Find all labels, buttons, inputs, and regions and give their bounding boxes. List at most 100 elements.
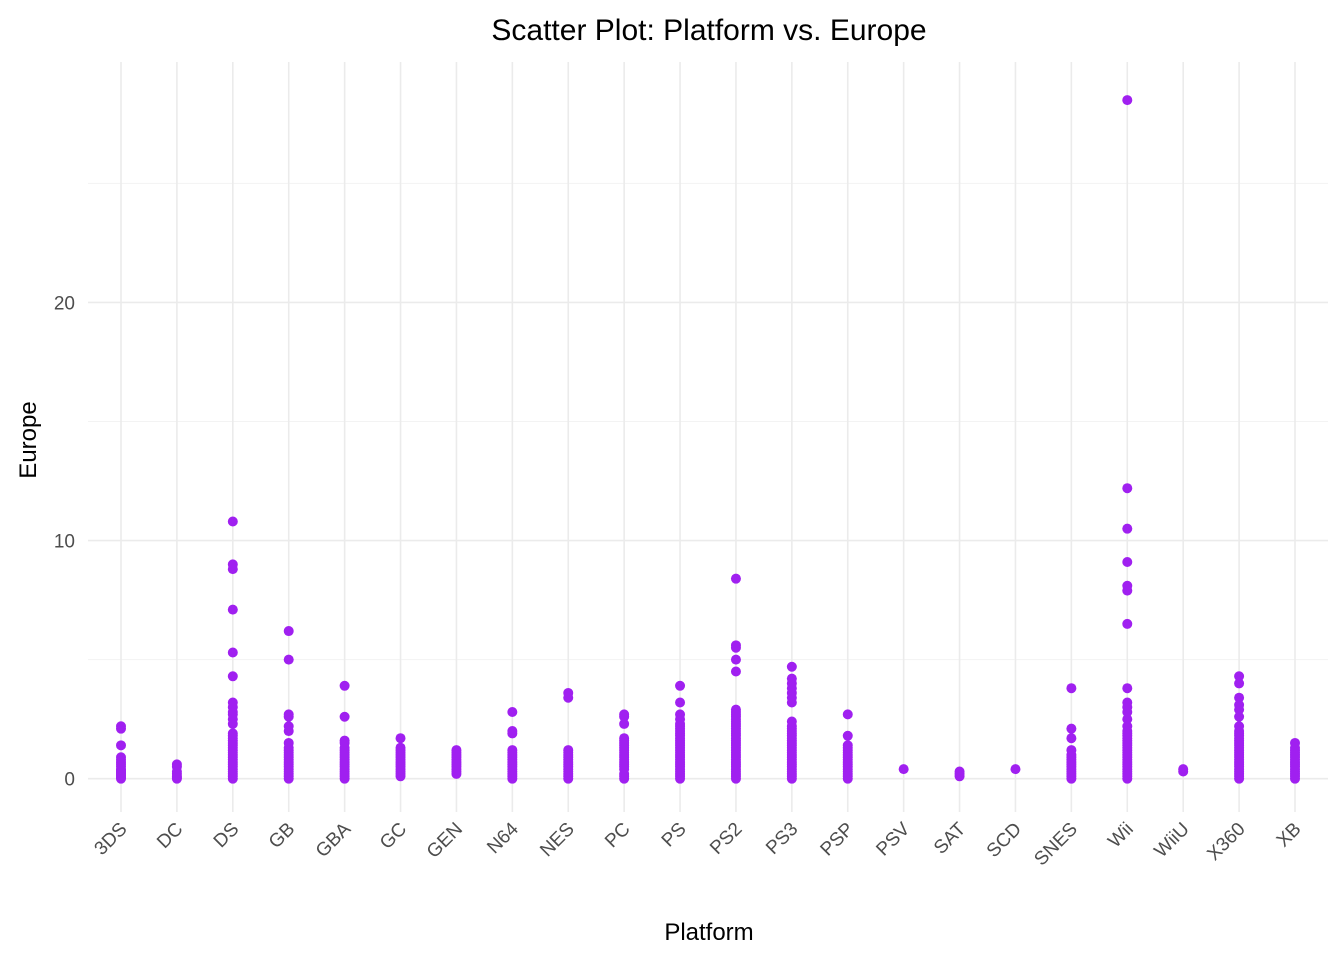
x-tick-label: PS2	[706, 819, 746, 859]
data-point	[842, 709, 853, 720]
data-point	[283, 626, 294, 637]
data-point	[730, 640, 741, 651]
y-axis-tick-labels: 0 10 20	[54, 293, 75, 790]
data-point	[507, 745, 518, 756]
data-point	[619, 733, 630, 744]
data-point	[227, 559, 238, 570]
x-tick-label: Wii	[1104, 819, 1138, 853]
data-point	[1234, 671, 1245, 682]
data-point	[1122, 523, 1133, 534]
data-point	[730, 704, 741, 715]
data-point	[1122, 714, 1133, 725]
x-axis-tick-labels: 3DS DC DS GB GBA GC GEN N64 NES PC PS PS2 PS3 PSP PSV S…	[91, 818, 1306, 870]
data-point	[1122, 557, 1133, 567]
data-point	[451, 745, 462, 756]
x-tick-label: 3DS	[91, 819, 132, 860]
x-tick-label: SAT	[930, 818, 970, 858]
data-point	[786, 661, 797, 672]
data-point	[1234, 678, 1245, 689]
data-point	[1178, 764, 1189, 775]
y-tick-label: 20	[54, 293, 75, 314]
data-point	[1066, 723, 1077, 734]
data-point	[1122, 95, 1133, 106]
x-tick-label: PS	[658, 819, 691, 852]
data-points	[116, 95, 1300, 784]
data-point	[227, 671, 238, 682]
x-tick-label: DS	[210, 819, 244, 853]
chart-title: Scatter Plot: Platform vs. Europe	[491, 14, 926, 47]
data-point	[227, 728, 238, 739]
x-tick-label: PSV	[872, 818, 914, 860]
x-tick-label: NES	[536, 819, 578, 861]
data-point	[339, 711, 350, 722]
data-point	[227, 647, 238, 658]
data-point	[619, 718, 630, 729]
data-point	[283, 737, 294, 748]
data-point	[339, 735, 350, 746]
data-point	[395, 742, 406, 753]
x-tick-label: N64	[483, 818, 523, 858]
data-point	[786, 673, 797, 684]
x-tick-label: GC	[376, 819, 411, 854]
x-tick-label: PSP	[817, 819, 859, 861]
data-point	[116, 752, 126, 763]
y-axis-title: Europe	[15, 401, 42, 478]
data-point	[842, 740, 853, 751]
x-axis-title: Platform	[664, 919, 753, 946]
data-point	[675, 680, 686, 691]
data-point	[1122, 618, 1133, 629]
x-tick-label: PS3	[762, 819, 802, 859]
data-point	[227, 516, 238, 527]
data-point	[954, 766, 965, 777]
data-point	[675, 697, 686, 708]
x-tick-label: GB	[265, 819, 299, 853]
data-point	[1122, 697, 1133, 708]
data-point	[619, 709, 630, 720]
data-point	[283, 721, 294, 732]
data-point	[675, 709, 686, 720]
data-point	[227, 697, 238, 708]
x-tick-label: SNES	[1030, 819, 1081, 870]
x-tick-label: XB	[1273, 819, 1306, 852]
data-point	[1234, 711, 1245, 722]
data-point	[1234, 721, 1245, 732]
data-point	[1122, 721, 1133, 732]
data-point	[786, 716, 797, 727]
data-point	[563, 745, 574, 756]
x-tick-label: GEN	[423, 819, 467, 863]
data-point	[1010, 764, 1021, 775]
data-point	[507, 707, 518, 717]
x-tick-label: SCD	[983, 819, 1026, 862]
data-point	[1234, 692, 1245, 703]
data-point	[1066, 733, 1077, 744]
data-point	[842, 730, 853, 741]
x-tick-label: DC	[153, 819, 187, 853]
data-point	[563, 687, 574, 698]
data-point	[898, 764, 909, 775]
data-point	[171, 759, 182, 770]
x-tick-label: GBA	[312, 818, 355, 861]
data-point	[116, 721, 126, 732]
data-point	[730, 573, 741, 584]
data-point	[227, 604, 238, 615]
data-point	[730, 654, 741, 665]
data-point	[1066, 745, 1077, 756]
data-point	[730, 666, 741, 677]
grid-lines	[88, 62, 1328, 812]
data-point	[1290, 737, 1300, 748]
data-point	[1066, 683, 1077, 694]
data-point	[1122, 580, 1133, 591]
data-point	[1122, 483, 1133, 494]
data-point	[283, 654, 294, 665]
x-tick-label: X360	[1203, 819, 1249, 865]
data-point	[395, 733, 406, 744]
x-tick-label: WiiU	[1151, 819, 1194, 862]
y-tick-label: 10	[54, 532, 75, 553]
data-point	[116, 740, 126, 751]
x-tick-label: PC	[601, 819, 635, 853]
data-point	[507, 726, 518, 737]
data-point	[283, 709, 294, 720]
data-point	[339, 680, 350, 691]
data-point	[1234, 699, 1245, 710]
